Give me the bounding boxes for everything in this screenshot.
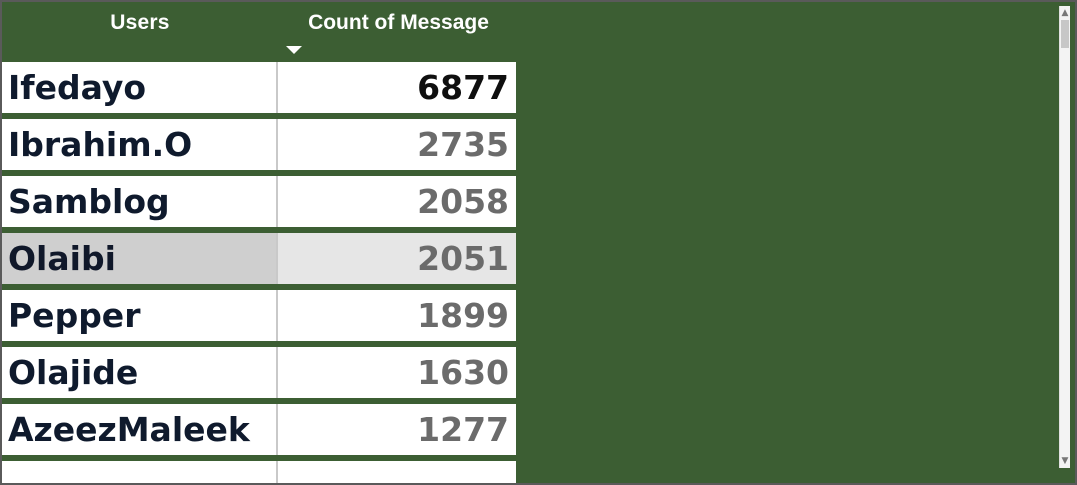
- table-row[interactable]: Olajide 1630: [2, 347, 516, 398]
- count-cell[interactable]: 1899: [278, 290, 516, 341]
- table-row[interactable]: AzeezMaleek 1277: [2, 404, 516, 455]
- count-cell[interactable]: 2051: [278, 233, 516, 284]
- count-cell[interactable]: 1277: [278, 404, 516, 455]
- table-row-selected[interactable]: Olaibi 2051: [2, 233, 516, 284]
- table-row[interactable]: Ifedayo 6877: [2, 62, 516, 113]
- scroll-up-arrow-icon[interactable]: ▲: [1061, 8, 1069, 18]
- count-cell[interactable]: 2735: [278, 119, 516, 170]
- user-cell[interactable]: Pepper: [2, 290, 278, 341]
- count-cell[interactable]: 6877: [278, 62, 516, 113]
- table-row-partial[interactable]: [2, 461, 516, 485]
- users-message-table: Users Count of Message Ifedayo 6877 Ibra…: [0, 0, 517, 485]
- table-row[interactable]: Samblog 2058: [2, 176, 516, 227]
- table-row[interactable]: Ibrahim.O 2735: [2, 119, 516, 170]
- count-column-header[interactable]: Count of Message: [308, 11, 489, 34]
- scrollbar-thumb[interactable]: [1061, 20, 1069, 48]
- vertical-scrollbar[interactable]: ▲ ▼: [1059, 6, 1070, 468]
- user-cell[interactable]: Ibrahim.O: [2, 119, 278, 170]
- user-cell[interactable]: AzeezMaleek: [2, 404, 278, 455]
- count-cell[interactable]: 1630: [278, 347, 516, 398]
- user-cell[interactable]: [2, 461, 278, 485]
- scroll-down-arrow-icon[interactable]: ▼: [1061, 456, 1069, 466]
- user-cell[interactable]: Ifedayo: [2, 62, 278, 113]
- users-column-header[interactable]: Users: [110, 11, 170, 34]
- table-header: Users Count of Message: [0, 0, 517, 60]
- sort-descending-icon[interactable]: [286, 46, 302, 54]
- user-cell[interactable]: Olajide: [2, 347, 278, 398]
- count-cell[interactable]: [278, 461, 516, 485]
- table-body: Ifedayo 6877 Ibrahim.O 2735 Samblog 2058…: [2, 62, 516, 485]
- table-row[interactable]: Pepper 1899: [2, 290, 516, 341]
- user-cell[interactable]: Olaibi: [2, 233, 278, 284]
- user-cell[interactable]: Samblog: [2, 176, 278, 227]
- count-cell[interactable]: 2058: [278, 176, 516, 227]
